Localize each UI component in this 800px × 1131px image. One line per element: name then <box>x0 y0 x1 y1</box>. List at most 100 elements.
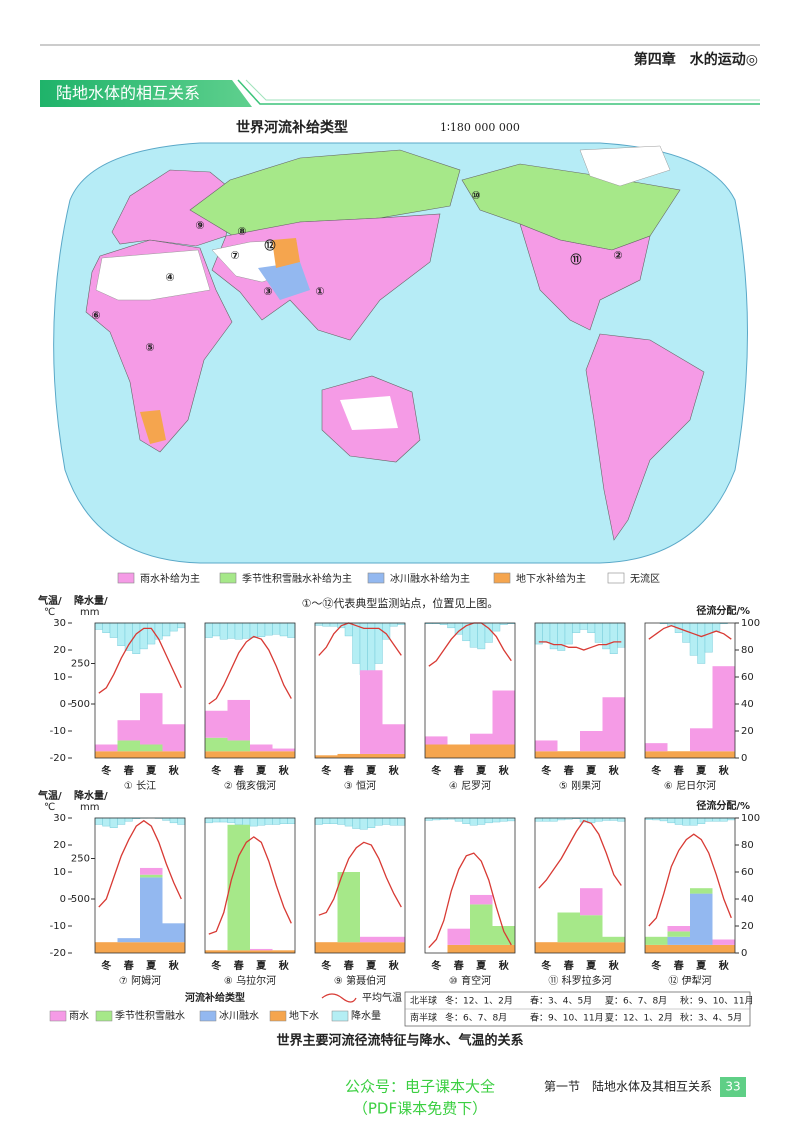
precip-bar <box>674 817 683 825</box>
precip-bar <box>249 622 258 638</box>
runoff-bar <box>382 724 405 754</box>
plot-frame <box>94 817 186 954</box>
season-label: 冬 <box>211 764 221 777</box>
kalahari <box>140 410 166 444</box>
central-asia <box>272 238 300 268</box>
precip-bar <box>359 622 368 676</box>
runoff-bar <box>557 751 580 758</box>
legend-swatch <box>49 1010 67 1022</box>
precip-bar <box>117 817 126 825</box>
runoff-bar <box>140 942 163 953</box>
temperature-line <box>428 852 512 949</box>
precip-bar <box>534 622 543 645</box>
plot-frame <box>534 817 626 954</box>
precip-bar <box>249 817 258 827</box>
precip-bar <box>102 622 111 633</box>
runoff-bar <box>712 666 735 752</box>
precip-bar <box>447 622 456 629</box>
precip-bar <box>177 817 186 825</box>
runoff-bar <box>140 877 163 943</box>
precip-bar <box>397 817 406 826</box>
precip-bar <box>564 622 573 645</box>
legend-label: 地下水 <box>289 1009 319 1022</box>
runoff-bar <box>382 936 405 943</box>
runoff-bar <box>690 728 713 752</box>
season-label: 春 <box>234 959 244 972</box>
season-label: 冬 <box>101 764 111 777</box>
legend-label: 冰川融水补给为主 <box>390 572 470 585</box>
plot-frame <box>204 817 296 954</box>
runoff-bar <box>535 751 558 758</box>
precip-bar <box>697 817 706 824</box>
precip-bar <box>102 817 111 827</box>
axis-title: 气温/ <box>37 789 62 802</box>
runoff-bar <box>602 751 625 758</box>
station-label: ⑫ <box>265 238 276 252</box>
temperature-line <box>648 625 732 640</box>
axis-unit: ℃ <box>44 802 55 813</box>
precip-tick-label: 500 <box>71 894 90 905</box>
runoff-bar <box>95 942 118 953</box>
runoff-bar <box>250 744 273 752</box>
precip-bar <box>477 622 486 650</box>
runoff-bar <box>205 751 228 758</box>
y-tick-label: -20 <box>50 753 66 764</box>
sahara <box>95 249 211 301</box>
season-label: 秋 <box>389 764 400 777</box>
season-label: 夏 <box>145 765 157 777</box>
legend-swatch <box>493 572 511 584</box>
runoff-bar <box>712 939 735 945</box>
y-tick-label: 30 <box>53 618 66 629</box>
precip-bar <box>659 817 668 822</box>
season-label: 春 <box>454 764 464 777</box>
precip-bar <box>272 817 281 825</box>
runoff-tick-label: 40 <box>741 699 754 710</box>
season-label: 秋 <box>719 959 730 972</box>
precip-bar <box>322 622 331 627</box>
y-tick-label: 20 <box>53 645 66 656</box>
south-america <box>585 333 705 541</box>
chart-name: ⑧ 乌拉尔河 <box>224 974 276 987</box>
precip-bar <box>382 817 391 825</box>
precip-bar <box>272 622 281 635</box>
legend-label: 季节性积雪融水 <box>115 1009 185 1022</box>
runoff-bar <box>557 942 580 953</box>
map-scale: 1∶180 000 000 <box>440 121 520 134</box>
precip-bar <box>337 817 346 825</box>
runoff-tick-label: 20 <box>741 726 754 737</box>
runoff-bar <box>602 936 625 943</box>
legend-label: 冰川融水 <box>219 1009 259 1022</box>
runoff-bar <box>360 670 383 754</box>
precip-bar <box>704 817 713 822</box>
precip-bar <box>242 622 251 639</box>
season-cell: 夏：12、1、2月 <box>605 1013 673 1024</box>
runoff-bar <box>492 944 515 953</box>
runoff-bar <box>425 736 448 745</box>
runoff-bar <box>205 710 228 738</box>
precip-bar <box>484 817 493 824</box>
precip-tick-label: 500 <box>71 699 90 710</box>
precip-bar <box>344 817 353 827</box>
legend-swatch <box>199 1010 217 1022</box>
runoff-tick-label: 100 <box>741 618 760 629</box>
precip-bar <box>204 817 213 824</box>
runoff-bar <box>602 697 625 752</box>
season-label: 夏 <box>145 960 157 972</box>
season-label: 冬 <box>101 959 111 972</box>
legend-swatch <box>269 1010 287 1022</box>
runoff-tick-label: 20 <box>741 921 754 932</box>
runoff-bar <box>140 874 163 878</box>
runoff-bar <box>645 944 668 953</box>
precip-bar <box>462 817 471 824</box>
season-label: 春 <box>344 764 354 777</box>
precip-bar <box>704 622 713 653</box>
precip-bar <box>169 817 178 824</box>
chapter-title: 第四章 水的运动◎ <box>634 51 758 68</box>
page-number-box <box>720 1077 746 1097</box>
season-label: 冬 <box>541 764 551 777</box>
precip-bar <box>712 622 721 632</box>
runoff-bar <box>140 744 163 752</box>
season-label: 夏 <box>255 765 267 777</box>
runoff-bar <box>250 948 273 951</box>
plot-frame <box>534 622 626 759</box>
